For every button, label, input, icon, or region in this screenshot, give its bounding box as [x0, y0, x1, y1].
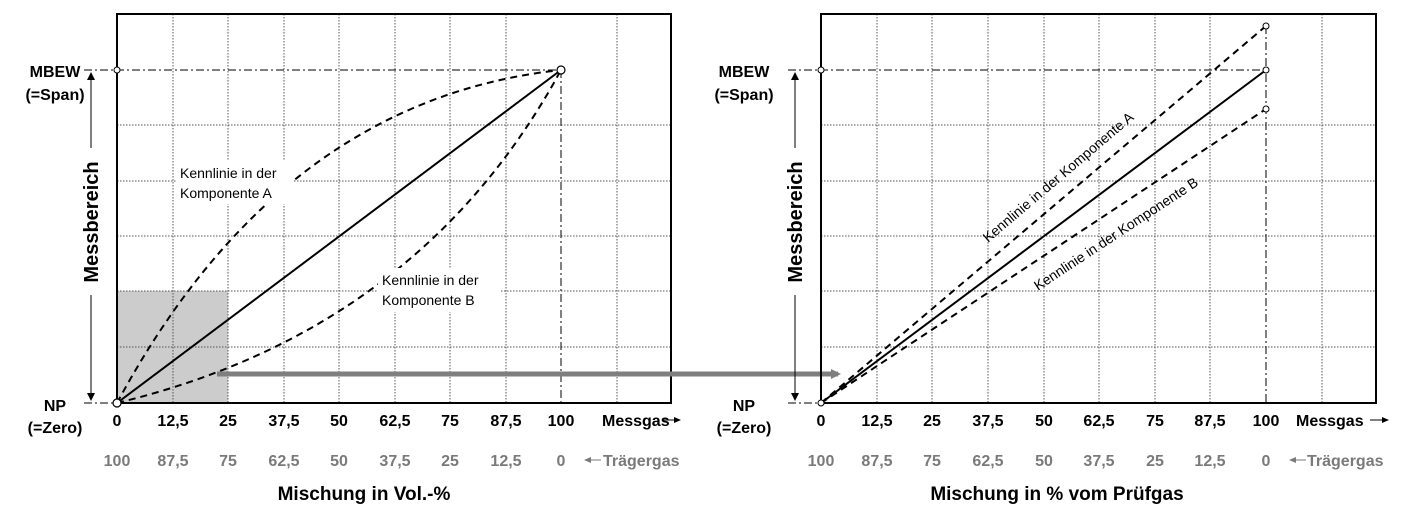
- left-x-secondary-suffix: Trägergas: [603, 453, 680, 470]
- left-x-tick-5: 62,5: [379, 413, 410, 430]
- right-b-end-marker: [1262, 105, 1270, 113]
- left-grid: [117, 14, 671, 403]
- left-x-tick-2: 25: [219, 413, 237, 430]
- left-y-top-label-2: (=Span): [25, 87, 84, 104]
- right-x-tick-0: 0: [817, 413, 826, 430]
- left-x-tick2-7: 12,5: [490, 453, 521, 470]
- right-x-tick2-3: 62,5: [972, 453, 1003, 470]
- right-x-tick2-1: 87,5: [861, 453, 892, 470]
- right-curve-component-b: [820, 108, 1267, 404]
- right-label-b: Kennlinie in der Komponente B: [1031, 174, 1201, 294]
- left-x-tick2-6: 25: [441, 453, 459, 470]
- right-x-tick2-0: 100: [808, 453, 835, 470]
- right-x-tick2-7: 12,5: [1194, 453, 1225, 470]
- right-span-axis-marker: [817, 66, 825, 74]
- right-y-axis-title: Messbereich: [785, 161, 807, 282]
- right-x-tick-5: 62,5: [1083, 413, 1114, 430]
- right-chart: Kennlinie in der Komponente A Kennlinie …: [714, 13, 1389, 505]
- left-label-a-line2: Komponente A: [180, 185, 273, 201]
- right-y-top-label-2: (=Span): [714, 87, 773, 104]
- right-plot-frame: [820, 13, 1377, 404]
- left-y-top-label-1: MBEW: [30, 64, 82, 81]
- left-x-tick2-0: 100: [104, 453, 131, 470]
- left-label-b-line1: Kennlinie in der: [382, 272, 479, 288]
- right-x-ticks-primary: 0 12,5 25 37,5 50 62,5 75 87,5 100: [817, 413, 1280, 430]
- left-x-tick2-5: 37,5: [379, 453, 410, 470]
- left-x-tick-7: 87,5: [490, 413, 521, 430]
- right-x-tick2-8: 0: [1262, 453, 1271, 470]
- right-x-tick2-5: 37,5: [1083, 453, 1114, 470]
- right-x-tick-8: 100: [1253, 413, 1280, 430]
- left-x-tick-6: 75: [441, 413, 459, 430]
- left-span-axis-marker: [113, 66, 121, 74]
- right-x-tick-2: 25: [923, 413, 941, 430]
- left-x-primary-suffix: Messgas: [602, 413, 670, 430]
- right-x-tick2-6: 25: [1146, 453, 1164, 470]
- right-linear-curve: [820, 69, 1267, 404]
- right-y-top-label-1: MBEW: [719, 64, 771, 81]
- left-label-b-line2: Komponente B: [382, 292, 475, 308]
- left-x-tick-0: 0: [113, 413, 122, 430]
- right-x-tick-7: 87,5: [1194, 413, 1225, 430]
- right-curve-component-a: [820, 25, 1267, 404]
- right-y-bottom-label-1: NP: [733, 398, 756, 415]
- left-span-point-marker: [556, 65, 566, 75]
- left-x-tick-1: 12,5: [157, 413, 188, 430]
- left-x-tick2-3: 62,5: [268, 453, 299, 470]
- left-x-tick-8: 100: [548, 413, 575, 430]
- right-x-tick-6: 75: [1146, 413, 1164, 430]
- right-span-point-marker: [1262, 66, 1270, 74]
- left-x-tick-4: 50: [330, 413, 348, 430]
- right-x-tick2-2: 75: [923, 453, 941, 470]
- left-plot-frame: [116, 13, 672, 404]
- right-x-ticks-secondary: 100 87,5 75 62,5 50 37,5 25 12,5 0: [808, 453, 1271, 470]
- right-x-tick-1: 12,5: [861, 413, 892, 430]
- left-x-ticks-secondary: 100 87,5 75 62,5 50 37,5 25 12,5 0: [104, 453, 566, 470]
- left-chart: Kennlinie in der Komponente A Kennlinie …: [25, 13, 681, 505]
- right-x-primary-suffix: Messgas: [1296, 413, 1364, 430]
- left-x-ticks-primary: 0 12,5 25 37,5 50 62,5 75 87,5 100: [113, 413, 575, 430]
- left-x-tick-3: 37,5: [268, 413, 299, 430]
- left-x-tick2-1: 87,5: [157, 453, 188, 470]
- left-x-axis-title: Mischung in Vol.-%: [278, 484, 451, 505]
- right-x-tick-3: 37,5: [972, 413, 1003, 430]
- left-y-bottom-label-2: (=Zero): [28, 420, 83, 437]
- left-zero-point-marker: [112, 398, 122, 408]
- right-x-axis-title: Mischung in % vom Prüfgas: [930, 484, 1183, 505]
- left-x-tick2-2: 75: [219, 453, 237, 470]
- right-grid: [821, 14, 1376, 403]
- right-x-tick-4: 50: [1035, 413, 1053, 430]
- left-label-a-line1: Kennlinie in der: [180, 165, 277, 181]
- left-y-axis-title: Messbereich: [81, 161, 103, 282]
- left-linear-curve: [116, 69, 562, 404]
- left-x-tick2-4: 50: [330, 453, 348, 470]
- right-zero-point-marker: [817, 399, 825, 407]
- left-y-bottom-label-1: NP: [44, 398, 67, 415]
- right-a-end-marker: [1262, 22, 1270, 30]
- right-x-tick2-4: 50: [1035, 453, 1053, 470]
- right-x-secondary-suffix: Trägergas: [1307, 453, 1384, 470]
- left-x-tick2-8: 0: [557, 453, 566, 470]
- left-curve-component-a: [116, 69, 562, 404]
- right-y-bottom-label-2: (=Zero): [717, 420, 772, 437]
